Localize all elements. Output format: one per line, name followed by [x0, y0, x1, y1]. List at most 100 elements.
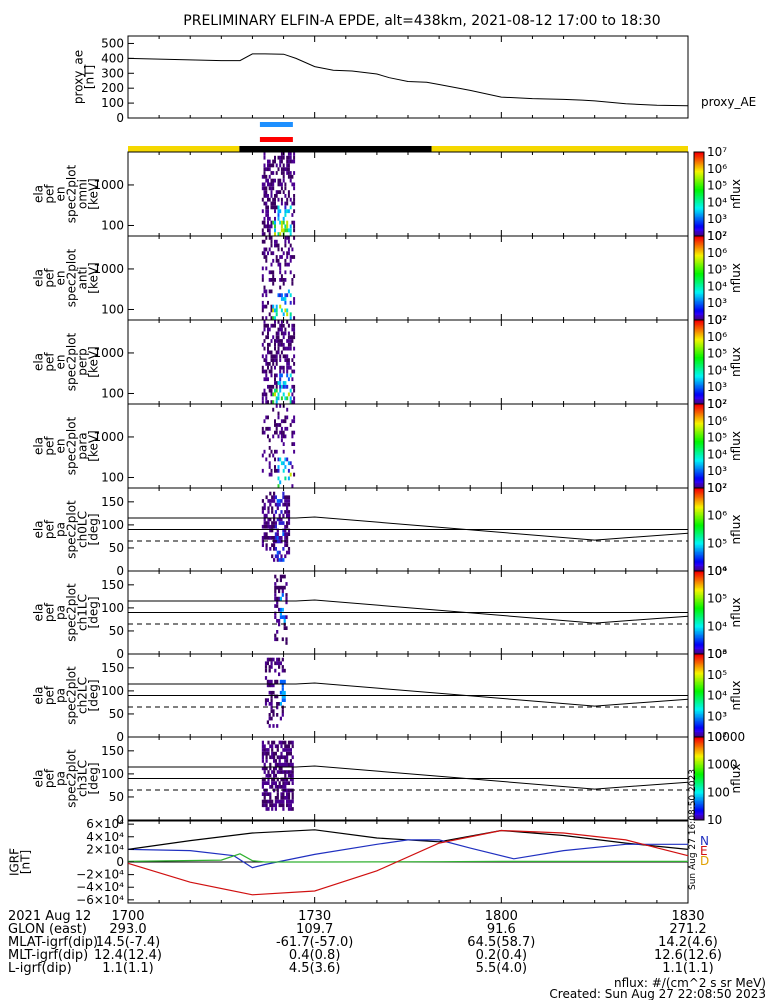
pitch-angle-spectrogram-cell — [287, 792, 291, 796]
pitch-angle-spectrogram-cell — [286, 759, 289, 763]
colorbar-tick-label: 10⁵ — [707, 668, 727, 682]
colorbar-cell — [694, 390, 704, 392]
pitch-angle-spectrogram-cell — [276, 499, 279, 503]
colorbar-cell — [694, 184, 704, 187]
colorbar-cell — [694, 306, 704, 308]
pitch-angle-spectrogram-cell — [287, 773, 291, 778]
colorbar-cell — [694, 647, 704, 649]
colorbar-cell — [694, 613, 704, 616]
energy-spectrogram-cell — [286, 365, 289, 370]
colorbar-cell — [694, 406, 704, 409]
pitch-angle-spectrogram-cell — [276, 792, 279, 796]
igrf-series-F — [127, 829, 689, 896]
proxy-ae-right-label: proxy_AE — [701, 95, 756, 109]
energy-spectrogram-cell — [284, 258, 287, 263]
colorbar-cell — [694, 512, 704, 515]
colorbar-cell — [694, 461, 704, 464]
colorbar-cell — [694, 511, 704, 514]
energy-spectrogram-cell — [280, 331, 283, 336]
pitch-angle-spectrogram-cell — [291, 766, 294, 771]
colorbar-cell — [694, 434, 704, 437]
colorbar-cell — [694, 462, 704, 465]
energy-spectrogram-cell — [289, 255, 292, 259]
pitch-angle-spectrogram-cell — [268, 657, 271, 662]
pitch-angle-spectrogram-cell — [268, 668, 271, 673]
pitch-angle-spectrogram-cell — [274, 781, 277, 785]
energy-spectrogram-cell — [261, 278, 264, 282]
pitch-angle-spectrogram-cell — [267, 799, 270, 804]
energy-spectrogram-cell — [270, 201, 273, 206]
energy-spectrogram-cell — [293, 255, 296, 259]
colorbar-cell — [694, 196, 704, 199]
energy-spectrogram-cell — [272, 197, 275, 202]
energy-spectrogram-cell — [284, 346, 287, 351]
pitch-angle-spectrogram-cell — [284, 744, 287, 749]
energy-spectrogram-cell — [279, 342, 282, 347]
energy-spectrogram-cell — [291, 278, 294, 282]
pitch-angle-spectrogram-cell — [264, 702, 268, 706]
pitch-angle-spectrogram-cell — [274, 589, 277, 594]
pitch-angle-spectrogram-cell — [278, 755, 281, 760]
pitch-angle-spectrogram-cell — [261, 803, 264, 808]
energy-spectrogram-cell — [284, 297, 287, 301]
colorbar-cell — [694, 479, 704, 482]
y-axis-label-line: en — [54, 187, 68, 202]
energy-spectrogram-cell — [287, 335, 290, 340]
colorbar-cell — [694, 420, 704, 423]
pitch-angle-spectrogram-cell — [284, 762, 287, 767]
colorbar-cell — [694, 265, 704, 268]
pitch-angle-spectrogram-cell — [278, 672, 281, 677]
colorbar-cell — [694, 741, 704, 744]
energy-spectrogram-cell — [270, 388, 273, 393]
y-axis-label-line: spec2plot — [65, 332, 79, 391]
energy-spectrogram-cell — [265, 205, 268, 210]
colorbar-cell — [694, 817, 704, 820]
energy-spectrogram-cell — [275, 400, 278, 404]
energy-spectrogram-cell — [286, 262, 289, 267]
y-axis-label-line: [keV] — [87, 178, 101, 209]
pitch-angle-spectrogram-cell — [265, 766, 268, 771]
energy-spectrogram-cell — [270, 239, 273, 244]
energy-spectrogram-cell — [279, 323, 282, 328]
pitch-angle-spectrogram-cell — [291, 755, 294, 760]
pitch-angle-spectrogram-cell — [282, 547, 285, 551]
energy-spectrogram-cell — [289, 316, 292, 320]
energy-spectrogram-cell — [282, 434, 285, 439]
pitch-angle-spectrogram-cell — [289, 799, 292, 804]
energy-spectrogram-cell — [280, 327, 283, 332]
pitch-angle-spectrogram-cell — [269, 773, 272, 778]
energy-spectrogram-cell — [277, 293, 280, 298]
colorbar-cell — [694, 583, 704, 586]
energy-spectrogram-cell — [277, 216, 280, 221]
colorbar-cell — [694, 738, 704, 741]
y-tick-label: 200 — [101, 81, 124, 95]
colorbar-tick-label: 10000 — [707, 730, 745, 744]
energy-spectrogram-cell — [287, 167, 290, 172]
ephemeris-row-label: MLAT-igrf(dip) — [8, 935, 98, 950]
colorbar-cell — [694, 627, 704, 630]
colorbar-cell — [694, 662, 704, 665]
colorbar-cell — [694, 229, 704, 231]
colorbar-cell — [694, 727, 704, 730]
colorbar-cell — [694, 482, 704, 485]
energy-spectrogram-cell — [293, 297, 296, 301]
colorbar-tick-label: 10³ — [707, 380, 727, 394]
colorbar-cell — [694, 771, 704, 774]
pitch-angle-spectrogram-cell — [273, 513, 276, 518]
colorbar-cell — [694, 471, 704, 474]
energy-spectrogram-cell — [287, 377, 290, 382]
energy-spectrogram-cell — [268, 174, 271, 179]
colorbar-cell — [694, 287, 704, 290]
pitch-angle-spectrogram-cell — [270, 705, 273, 710]
colorbar-cell — [694, 496, 704, 499]
pitch-angle-spectrogram-cell — [282, 799, 285, 804]
energy-spectrogram-cell — [282, 335, 285, 340]
energy-spectrogram-cell — [286, 415, 289, 420]
colorbar-cell — [694, 532, 704, 535]
pitch-angle-spectrogram-cell — [276, 702, 279, 706]
energy-spectrogram-cell — [261, 209, 264, 214]
colorbar-cell — [694, 247, 704, 250]
energy-spectrogram-cell — [280, 186, 283, 191]
colorbar-cell — [694, 348, 704, 350]
colorbar-cell — [694, 608, 704, 611]
